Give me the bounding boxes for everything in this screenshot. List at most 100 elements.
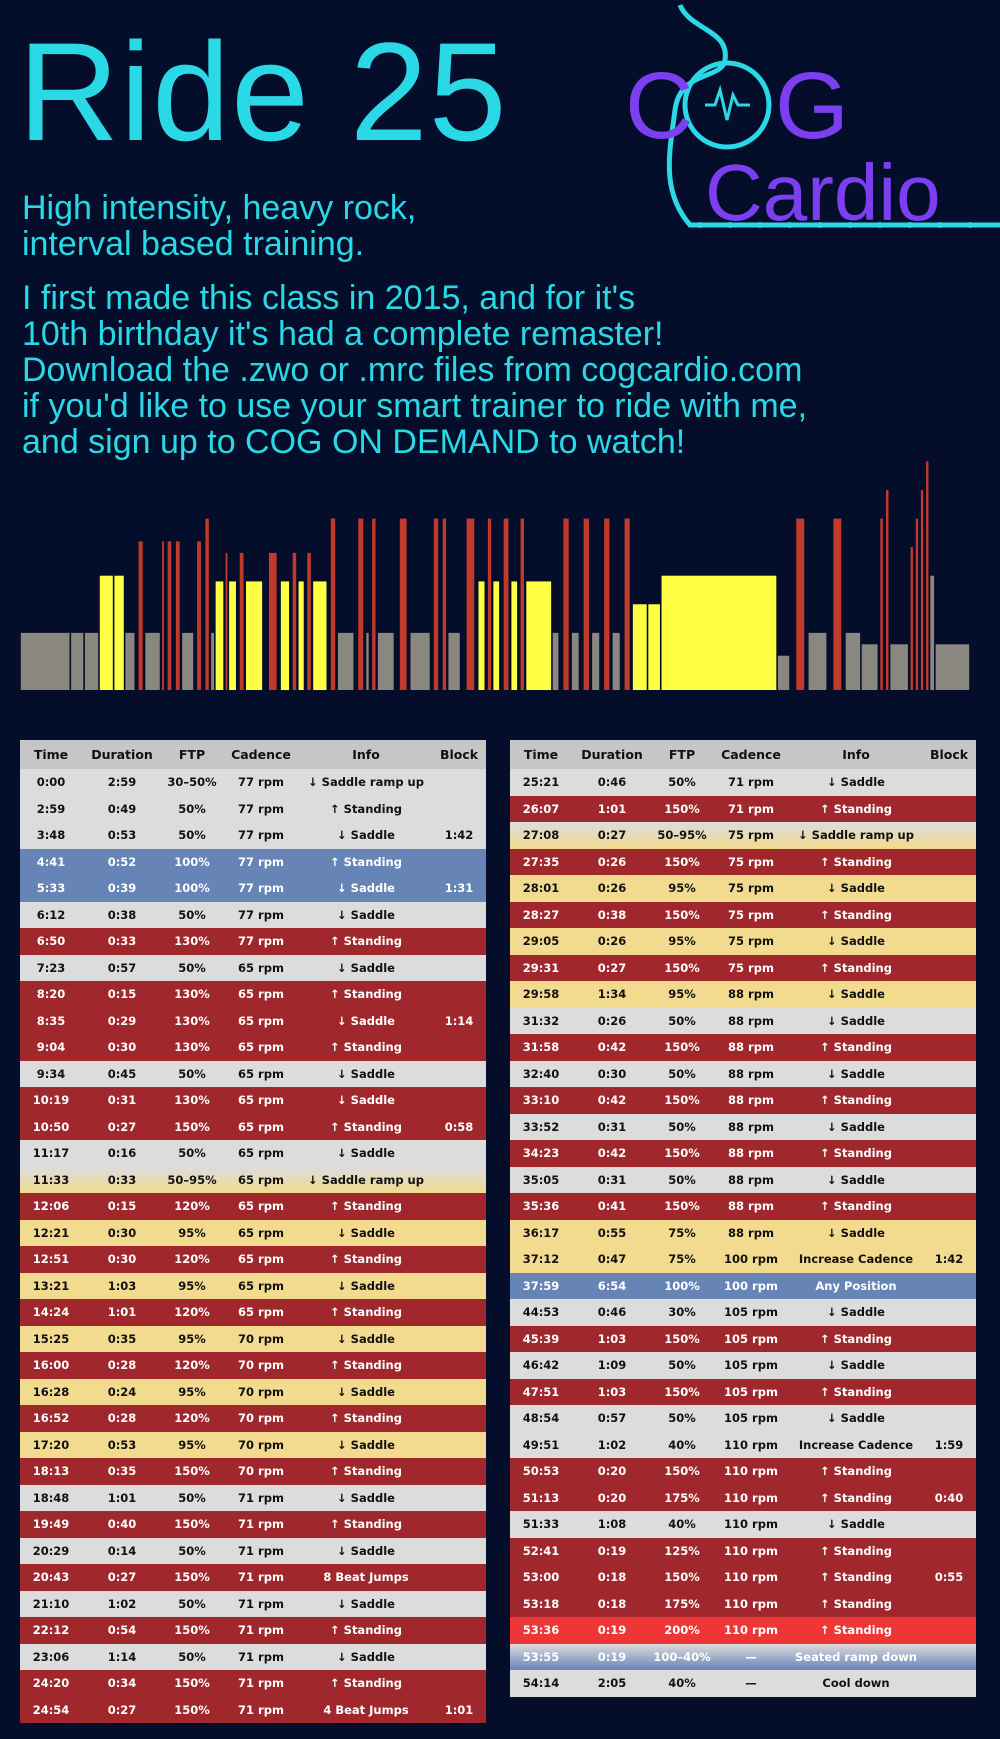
profile-bar — [292, 552, 297, 690]
table-row: 33:52 0:31 50% 88 rpm ↓ Saddle — [510, 1113, 976, 1140]
table-cell — [432, 1670, 486, 1697]
profile-bar — [583, 518, 589, 690]
table-cell — [432, 1219, 486, 1246]
table-row: 28:27 0:38 150% 75 rpm ↑ Standing — [510, 901, 976, 928]
header-info: Info — [300, 740, 432, 769]
description: I first made this class in 2015, and for… — [22, 280, 807, 460]
subtitle-line: interval based training. — [22, 225, 365, 263]
table-cell: 1:42 — [432, 822, 486, 849]
table-cell: ↓ Saddle — [300, 954, 432, 981]
profile-bar — [175, 541, 180, 690]
table-row: 27:08 0:27 50–95% 75 rpm ↓ Saddle ramp up — [510, 822, 976, 849]
table-cell: 27:08 — [510, 822, 572, 849]
profile-bar — [211, 632, 215, 690]
table-row: 11:17 0:16 50% 65 rpm ↓ Saddle — [20, 1140, 486, 1167]
table-row: 0:00 2:59 30–50% 77 rpm ↓ Saddle ramp up — [20, 769, 486, 796]
profile-bar — [592, 632, 600, 690]
table-cell — [922, 795, 976, 822]
profile-bar — [125, 632, 135, 690]
profile-bar — [552, 632, 559, 690]
table-cell: 71 rpm — [712, 795, 790, 822]
table-cell: 51:13 — [510, 1484, 572, 1511]
table-cell: 71 rpm — [222, 1511, 300, 1538]
table-cell — [922, 1511, 976, 1538]
table-cell: 12:51 — [20, 1246, 82, 1273]
table-cell: 110 rpm — [712, 1458, 790, 1485]
table-cell: 0:27 — [82, 1564, 162, 1591]
table-cell: ↑ Standing — [300, 1299, 432, 1326]
table-cell: 95% — [652, 928, 712, 955]
table-cell: 22:12 — [20, 1617, 82, 1644]
table-cell: 105 rpm — [712, 1405, 790, 1432]
table-cell: 45:39 — [510, 1325, 572, 1352]
profile-bar — [225, 552, 228, 690]
profile-bar — [808, 632, 827, 690]
table-cell: 150% — [652, 848, 712, 875]
table-cell: 1:03 — [572, 1325, 652, 1352]
table-cell: 88 rpm — [712, 981, 790, 1008]
table-cell: 0:46 — [572, 1299, 652, 1326]
profile-bar — [442, 518, 447, 690]
table-cell: 21:10 — [20, 1590, 82, 1617]
table-row: 12:06 0:15 120% 65 rpm ↑ Standing — [20, 1193, 486, 1220]
table-cell: 0:41 — [572, 1193, 652, 1220]
table-cell: 120% — [162, 1193, 222, 1220]
table-cell: 7:23 — [20, 954, 82, 981]
table-row: 53:18 0:18 175% 110 rpm ↑ Standing — [510, 1590, 976, 1617]
profile-bar — [563, 518, 569, 690]
table-cell: 130% — [162, 981, 222, 1008]
profile-bar — [215, 581, 224, 690]
table-cell: ↑ Standing — [790, 1537, 922, 1564]
table-cell: 77 rpm — [222, 901, 300, 928]
profile-bar — [915, 518, 919, 690]
table-cell: 65 rpm — [222, 1113, 300, 1140]
table-cell: ↓ Saddle — [790, 1166, 922, 1193]
table-cell — [432, 848, 486, 875]
table-row: 21:10 1:02 50% 71 rpm ↓ Saddle — [20, 1590, 486, 1617]
table-row: 14:24 1:01 120% 65 rpm ↑ Standing — [20, 1299, 486, 1326]
table-cell: 48:54 — [510, 1405, 572, 1432]
table-row: 32:40 0:30 50% 88 rpm ↓ Saddle — [510, 1060, 976, 1087]
table-cell: 95% — [162, 1272, 222, 1299]
profile-bar — [503, 518, 509, 690]
table-cell: ↑ Standing — [300, 928, 432, 955]
table-cell: ↑ Standing — [790, 1193, 922, 1220]
table-cell: 71 rpm — [222, 1537, 300, 1564]
table-cell — [922, 1325, 976, 1352]
table-cell: 95% — [652, 981, 712, 1008]
profile-bar — [648, 604, 660, 690]
table-cell: 175% — [652, 1590, 712, 1617]
table-cell: 0:33 — [82, 928, 162, 955]
table-row: 15:25 0:35 95% 70 rpm ↓ Saddle — [20, 1325, 486, 1352]
table-row: 25:21 0:46 50% 71 rpm ↓ Saddle — [510, 769, 976, 796]
profile-bar — [330, 518, 336, 690]
table-row: 29:31 0:27 150% 75 rpm ↑ Standing — [510, 954, 976, 981]
table-cell: 65 rpm — [222, 1060, 300, 1087]
table-cell: 50% — [162, 1140, 222, 1167]
table-cell: 75 rpm — [712, 901, 790, 928]
table-cell: ↑ Standing — [300, 1246, 432, 1273]
table-cell: 150% — [652, 795, 712, 822]
table-cell: 0:42 — [572, 1034, 652, 1061]
header-cadence: Cadence — [222, 740, 300, 769]
table-cell: 77 rpm — [222, 769, 300, 796]
table-cell: 8:20 — [20, 981, 82, 1008]
table-cell: 0:30 — [82, 1034, 162, 1061]
table-cell: 71 rpm — [222, 1484, 300, 1511]
table-cell: 65 rpm — [222, 1034, 300, 1061]
table-cell: ↑ Standing — [300, 1193, 432, 1220]
table-row: 9:34 0:45 50% 65 rpm ↓ Saddle — [20, 1060, 486, 1087]
table-cell: ↓ Saddle — [790, 1352, 922, 1379]
table-cell: 35:05 — [510, 1166, 572, 1193]
table-cell: ↑ Standing — [790, 795, 922, 822]
table-row: 17:20 0:53 95% 70 rpm ↓ Saddle — [20, 1431, 486, 1458]
table-cell: 110 rpm — [712, 1431, 790, 1458]
table-row: 53:00 0:18 150% 110 rpm ↑ Standing 0:55 — [510, 1564, 976, 1591]
table-cell: 130% — [162, 928, 222, 955]
table-cell: 0:35 — [82, 1458, 162, 1485]
table-cell: 0:53 — [82, 1431, 162, 1458]
profile-bar — [930, 575, 935, 690]
table-cell: 23:06 — [20, 1643, 82, 1670]
table-cell: 150% — [162, 1696, 222, 1723]
table-cell: 70 rpm — [222, 1325, 300, 1352]
